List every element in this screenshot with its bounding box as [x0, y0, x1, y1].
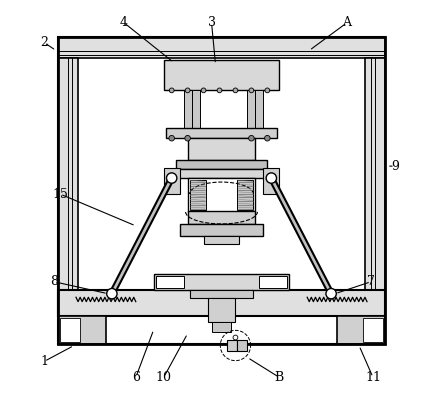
Bar: [176, 160, 267, 169]
Bar: [58, 316, 106, 344]
Bar: [58, 58, 78, 344]
Bar: [208, 298, 235, 322]
Bar: [365, 58, 385, 344]
Text: 3: 3: [207, 16, 216, 29]
Bar: [58, 36, 385, 344]
Bar: [247, 90, 255, 134]
Circle shape: [266, 173, 276, 183]
Bar: [237, 340, 247, 351]
Text: 10: 10: [155, 371, 172, 384]
Bar: [164, 168, 180, 194]
Bar: [337, 316, 385, 344]
Bar: [58, 290, 385, 316]
Circle shape: [107, 288, 117, 299]
Circle shape: [233, 335, 238, 340]
Bar: [237, 180, 253, 210]
Text: A: A: [342, 16, 352, 29]
Bar: [190, 180, 206, 210]
Circle shape: [169, 136, 175, 141]
Circle shape: [217, 88, 222, 93]
Bar: [188, 178, 255, 212]
Text: 15: 15: [52, 188, 68, 200]
Bar: [60, 318, 80, 342]
Circle shape: [326, 288, 336, 299]
Bar: [212, 322, 231, 332]
Bar: [58, 36, 385, 344]
Circle shape: [201, 88, 206, 93]
Text: B: B: [275, 371, 284, 384]
Text: 4: 4: [120, 16, 128, 29]
Circle shape: [233, 88, 238, 93]
Text: 11: 11: [365, 371, 381, 384]
Bar: [188, 211, 255, 224]
Bar: [154, 274, 289, 290]
Circle shape: [167, 173, 177, 183]
Bar: [164, 60, 279, 90]
Bar: [180, 224, 263, 236]
Bar: [227, 340, 237, 351]
Bar: [190, 290, 253, 298]
Polygon shape: [269, 177, 333, 295]
Circle shape: [185, 136, 190, 141]
Bar: [204, 236, 239, 244]
Circle shape: [185, 88, 190, 93]
Bar: [58, 36, 385, 58]
Bar: [255, 90, 263, 134]
Bar: [188, 138, 255, 160]
Bar: [166, 128, 277, 138]
Bar: [192, 90, 200, 134]
Polygon shape: [110, 177, 174, 295]
Circle shape: [249, 136, 254, 141]
Bar: [156, 276, 184, 288]
Text: 6: 6: [132, 371, 140, 384]
Text: 1: 1: [40, 355, 48, 368]
Bar: [259, 276, 287, 288]
Text: 7: 7: [367, 275, 375, 288]
Circle shape: [169, 88, 174, 93]
Text: 2: 2: [40, 36, 48, 49]
Bar: [363, 318, 383, 342]
Text: 8: 8: [50, 275, 58, 288]
Bar: [263, 168, 279, 194]
Circle shape: [264, 136, 270, 141]
Bar: [176, 169, 267, 178]
Circle shape: [265, 88, 270, 93]
Bar: [184, 90, 192, 134]
Text: 9: 9: [391, 160, 399, 173]
Circle shape: [249, 88, 254, 93]
